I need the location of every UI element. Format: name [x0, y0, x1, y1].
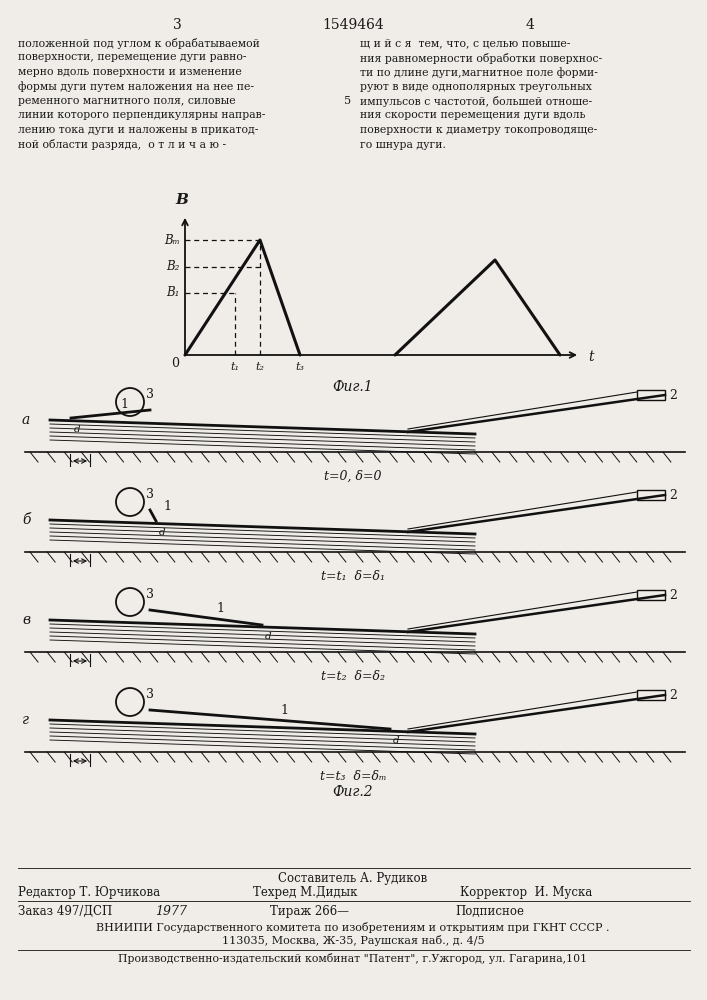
Text: 3: 3 — [146, 688, 154, 701]
Text: 2: 2 — [669, 689, 677, 702]
Text: формы дуги путем наложения на нее пе-: формы дуги путем наложения на нее пе- — [18, 82, 254, 92]
Text: 113035, Москва, Ж-35, Раушская наб., д. 4/5: 113035, Москва, Ж-35, Раушская наб., д. … — [222, 935, 484, 946]
Text: t₃: t₃ — [296, 362, 305, 372]
Text: положенной под углом к обрабатываемой: положенной под углом к обрабатываемой — [18, 38, 260, 49]
Text: линии которого перпендикулярны направ-: линии которого перпендикулярны направ- — [18, 110, 265, 120]
Text: 3: 3 — [146, 588, 154, 601]
Text: ной области разряда,  о т л и ч а ю -: ной области разряда, о т л и ч а ю - — [18, 139, 226, 150]
Text: d: d — [393, 736, 399, 745]
Text: Фиг.2: Фиг.2 — [333, 785, 373, 799]
Text: Bₘ: Bₘ — [164, 233, 180, 246]
Text: d: d — [159, 528, 165, 537]
Text: 1549464: 1549464 — [322, 18, 384, 32]
Text: 3: 3 — [146, 488, 154, 501]
Text: 0: 0 — [171, 357, 179, 370]
Text: ния скорости перемещения дуги вдоль: ния скорости перемещения дуги вдоль — [360, 110, 585, 120]
Text: t₁: t₁ — [230, 362, 240, 372]
Text: t: t — [588, 350, 594, 364]
Text: Тираж 266—: Тираж 266— — [270, 905, 349, 918]
Text: 2: 2 — [669, 489, 677, 502]
Text: Подписное: Подписное — [455, 905, 524, 918]
Text: 5: 5 — [344, 96, 351, 106]
Text: B: B — [175, 193, 189, 207]
Text: a: a — [22, 413, 30, 427]
Text: B₁: B₁ — [167, 286, 180, 300]
Text: мерно вдоль поверхности и изменение: мерно вдоль поверхности и изменение — [18, 67, 242, 77]
Bar — [637, 390, 665, 400]
Text: t=t₃  δ=δₘ: t=t₃ δ=δₘ — [320, 770, 386, 783]
Text: 1: 1 — [216, 602, 224, 615]
Text: 1: 1 — [120, 398, 129, 412]
Text: t₂: t₂ — [255, 362, 264, 372]
Text: 1977: 1977 — [155, 905, 187, 918]
Text: Составитель А. Рудиков: Составитель А. Рудиков — [279, 872, 428, 885]
Text: поверхности к диаметру токопроводяще-: поверхности к диаметру токопроводяще- — [360, 125, 597, 135]
Bar — [637, 490, 665, 500]
Text: поверхности, перемещение дуги равно-: поверхности, перемещение дуги равно- — [18, 52, 247, 62]
Text: d: d — [74, 425, 81, 434]
Text: Корректор  И. Муска: Корректор И. Муска — [460, 886, 592, 899]
Text: d: d — [265, 632, 271, 641]
Text: 4: 4 — [525, 18, 534, 32]
Text: ВНИИПИ Государственного комитета по изобретениям и открытиям при ГКНТ СССР .: ВНИИПИ Государственного комитета по изоб… — [96, 922, 609, 933]
Text: б: б — [22, 513, 30, 527]
Text: в: в — [22, 613, 30, 627]
Text: ременного магнитного поля, силовые: ременного магнитного поля, силовые — [18, 96, 235, 106]
Text: t=t₂  δ=δ₂: t=t₂ δ=δ₂ — [321, 670, 385, 683]
Text: Техред М.Дидык: Техред М.Дидык — [253, 886, 357, 899]
Text: Фиг.1: Фиг.1 — [333, 380, 373, 394]
Text: t=0, δ=0: t=0, δ=0 — [325, 470, 382, 483]
Bar — [637, 690, 665, 700]
Text: руют в виде однополярных треугольных: руют в виде однополярных треугольных — [360, 82, 592, 92]
Text: 1: 1 — [163, 500, 171, 513]
Bar — [637, 590, 665, 600]
Text: лению тока дуги и наложены в прикатод-: лению тока дуги и наложены в прикатод- — [18, 125, 258, 135]
Text: импульсов с частотой, большей отноше-: импульсов с частотой, большей отноше- — [360, 96, 592, 107]
Text: Заказ 497/ДСП: Заказ 497/ДСП — [18, 905, 112, 918]
Text: ния равномерности обработки поверхнос-: ния равномерности обработки поверхнос- — [360, 52, 602, 64]
Text: 1: 1 — [280, 704, 288, 717]
Text: щ и й с я  тем, что, с целью повыше-: щ и й с я тем, что, с целью повыше- — [360, 38, 571, 48]
Text: 3: 3 — [146, 388, 154, 401]
Text: го шнура дуги.: го шнура дуги. — [360, 139, 446, 149]
Text: ти по длине дуги,магнитное поле форми-: ти по длине дуги,магнитное поле форми- — [360, 67, 598, 78]
Text: 3: 3 — [173, 18, 182, 32]
Text: B₂: B₂ — [167, 260, 180, 273]
Text: t=t₁  δ=δ₁: t=t₁ δ=δ₁ — [321, 570, 385, 583]
Text: 2: 2 — [669, 589, 677, 602]
Text: 2: 2 — [669, 389, 677, 402]
Text: Редактор Т. Юрчикова: Редактор Т. Юрчикова — [18, 886, 160, 899]
Text: г: г — [22, 713, 29, 727]
Text: Производственно-издательский комбинат "Патент", г.Ужгород, ул. Гагарина,101: Производственно-издательский комбинат "П… — [119, 953, 588, 964]
